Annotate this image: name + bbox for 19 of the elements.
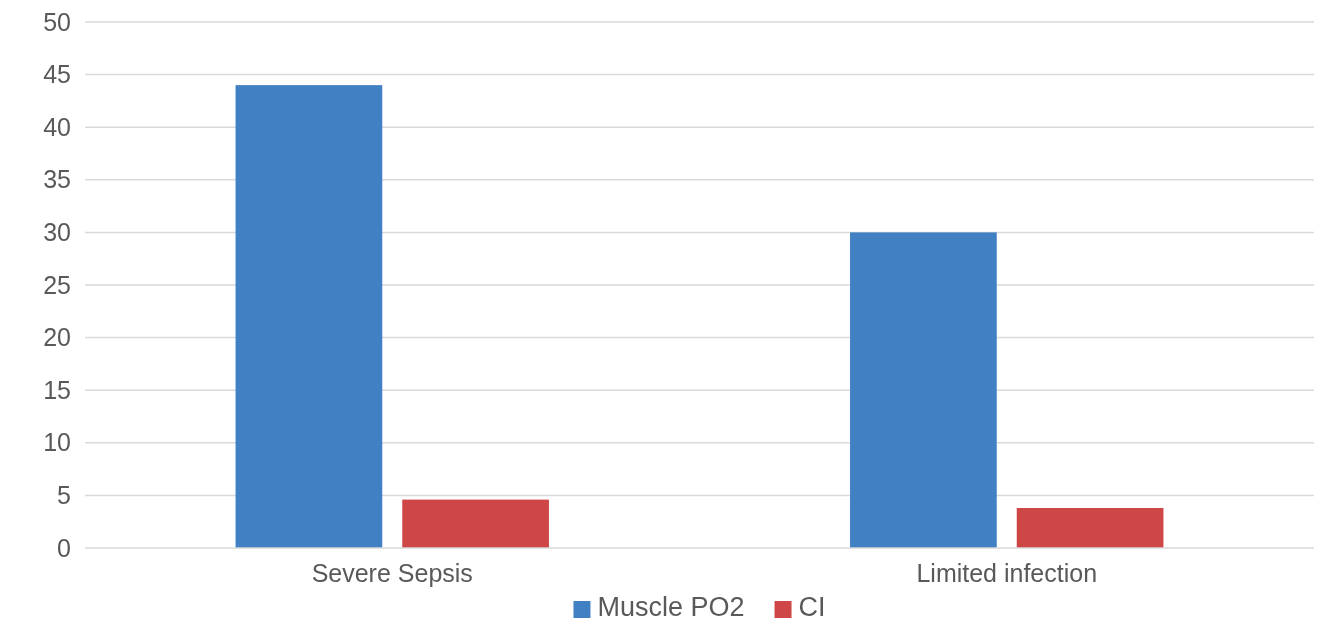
bar — [850, 232, 997, 548]
bar — [235, 85, 383, 548]
y-tick-label: 10 — [43, 428, 71, 457]
x-tick-label: Limited infection — [916, 559, 1098, 587]
y-tick-label: 50 — [43, 7, 71, 36]
y-tick-label: 5 — [57, 480, 71, 509]
legend-label: CI — [798, 592, 826, 622]
y-tick-label: 20 — [43, 323, 71, 352]
y-tick-label: 35 — [43, 165, 71, 194]
bar — [402, 499, 549, 548]
y-tick-label: 25 — [43, 270, 71, 299]
y-tick-label: 45 — [43, 60, 71, 89]
y-tick-label: 0 — [57, 533, 71, 562]
bar — [1016, 508, 1164, 548]
legend-label: Muscle PO2 — [597, 592, 745, 622]
y-tick-label: 15 — [43, 375, 71, 404]
y-tick-label: 40 — [43, 112, 71, 141]
x-tick-label: Severe Sepsis — [311, 559, 473, 587]
y-tick-label: 30 — [43, 217, 71, 246]
